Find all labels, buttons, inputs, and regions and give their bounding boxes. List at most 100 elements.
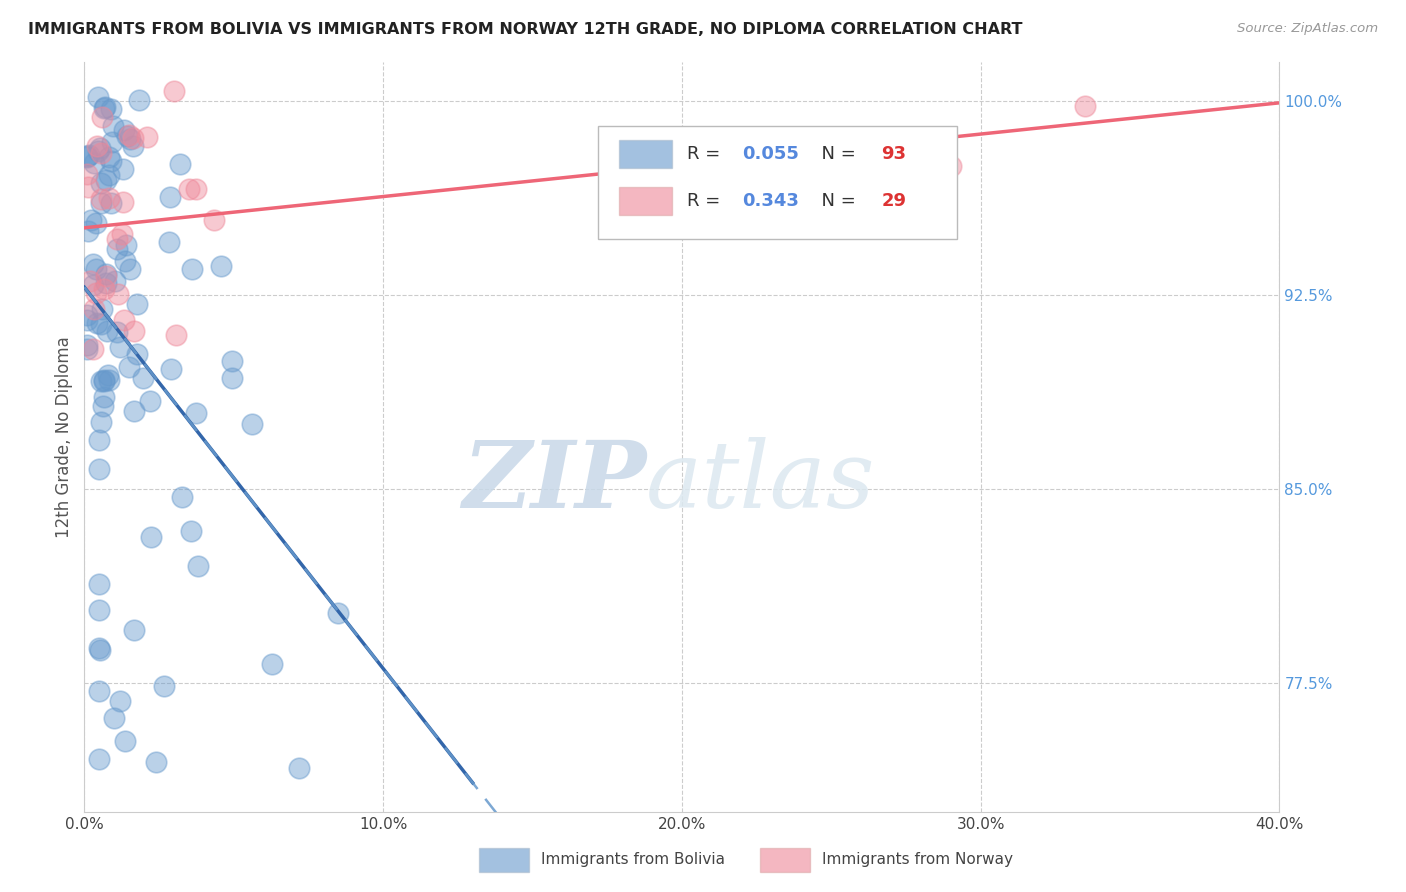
Point	[128, 93, 150, 107]
Point	[76, 167, 98, 181]
Point	[94, 269, 117, 284]
Point	[79, 274, 101, 288]
Point	[89, 433, 111, 447]
Point	[98, 373, 121, 387]
Point	[87, 144, 110, 158]
Point	[98, 168, 121, 182]
Text: N =: N =	[810, 192, 862, 210]
Text: 29: 29	[882, 192, 907, 210]
Point	[86, 316, 108, 330]
Text: atlas: atlas	[647, 437, 876, 527]
Point	[76, 338, 98, 352]
Point	[110, 340, 132, 354]
Point	[90, 195, 112, 210]
Point	[90, 176, 112, 190]
Point	[89, 577, 111, 591]
Point	[76, 308, 98, 322]
Point	[180, 262, 202, 277]
Point	[89, 462, 111, 476]
Point	[112, 123, 135, 137]
Point	[172, 491, 194, 505]
Point	[121, 139, 143, 153]
Point	[240, 417, 263, 432]
Point	[159, 361, 181, 376]
Point	[89, 640, 111, 655]
Point	[204, 213, 226, 227]
Point	[97, 368, 120, 382]
Point	[114, 254, 136, 268]
Point	[76, 313, 98, 327]
Text: 93: 93	[882, 145, 907, 163]
Point	[100, 154, 122, 169]
Point	[76, 149, 98, 163]
Point	[96, 276, 118, 290]
Point	[179, 182, 201, 196]
Point	[288, 761, 311, 775]
Point	[136, 130, 159, 145]
Point	[112, 313, 135, 327]
Point	[159, 190, 181, 204]
Bar	[759, 847, 810, 871]
Point	[124, 324, 146, 338]
Point	[76, 150, 98, 164]
Point	[97, 149, 120, 163]
Point	[84, 261, 107, 276]
Point	[90, 374, 112, 388]
Point	[139, 530, 162, 544]
Text: 0.343: 0.343	[742, 192, 799, 210]
Point	[77, 180, 100, 194]
Point	[118, 128, 141, 142]
Point	[100, 195, 122, 210]
FancyBboxPatch shape	[599, 126, 957, 238]
Point	[94, 172, 117, 186]
Point	[260, 657, 283, 671]
Point	[138, 393, 160, 408]
Text: R =: R =	[686, 145, 725, 163]
Point	[125, 347, 148, 361]
Point	[221, 371, 243, 385]
Point	[163, 84, 186, 98]
Point	[83, 155, 105, 169]
Point	[83, 301, 105, 316]
Point	[90, 192, 112, 206]
Point	[105, 232, 128, 246]
Text: Immigrants from Norway: Immigrants from Norway	[821, 852, 1012, 867]
Point	[145, 755, 167, 769]
Bar	[619, 186, 672, 215]
Point	[86, 89, 108, 103]
Point	[93, 399, 115, 413]
Point	[184, 182, 207, 196]
Point	[107, 286, 129, 301]
Point	[1074, 99, 1097, 113]
Point	[105, 242, 128, 256]
Bar	[619, 140, 672, 168]
Point	[114, 733, 136, 747]
Point	[93, 101, 115, 115]
Point	[93, 374, 115, 388]
Point	[124, 623, 146, 637]
Point	[180, 524, 202, 538]
Point	[122, 403, 145, 417]
Point	[120, 132, 142, 146]
Point	[118, 360, 141, 375]
Text: Immigrants from Bolivia: Immigrants from Bolivia	[541, 852, 725, 867]
Point	[104, 273, 127, 287]
Point	[132, 371, 155, 385]
Text: N =: N =	[810, 145, 862, 163]
Point	[101, 135, 124, 149]
Point	[93, 373, 115, 387]
Y-axis label: 12th Grade, No Diploma: 12th Grade, No Diploma	[55, 336, 73, 538]
Point	[90, 317, 112, 331]
Point	[111, 161, 134, 176]
Point	[153, 679, 176, 693]
Point	[86, 139, 108, 153]
Point	[94, 267, 117, 281]
Point	[79, 148, 101, 162]
Point	[169, 157, 191, 171]
Point	[89, 603, 111, 617]
Point	[105, 325, 128, 339]
Point	[118, 261, 141, 276]
Point	[82, 342, 104, 356]
Point	[80, 213, 103, 227]
Point	[96, 324, 118, 338]
